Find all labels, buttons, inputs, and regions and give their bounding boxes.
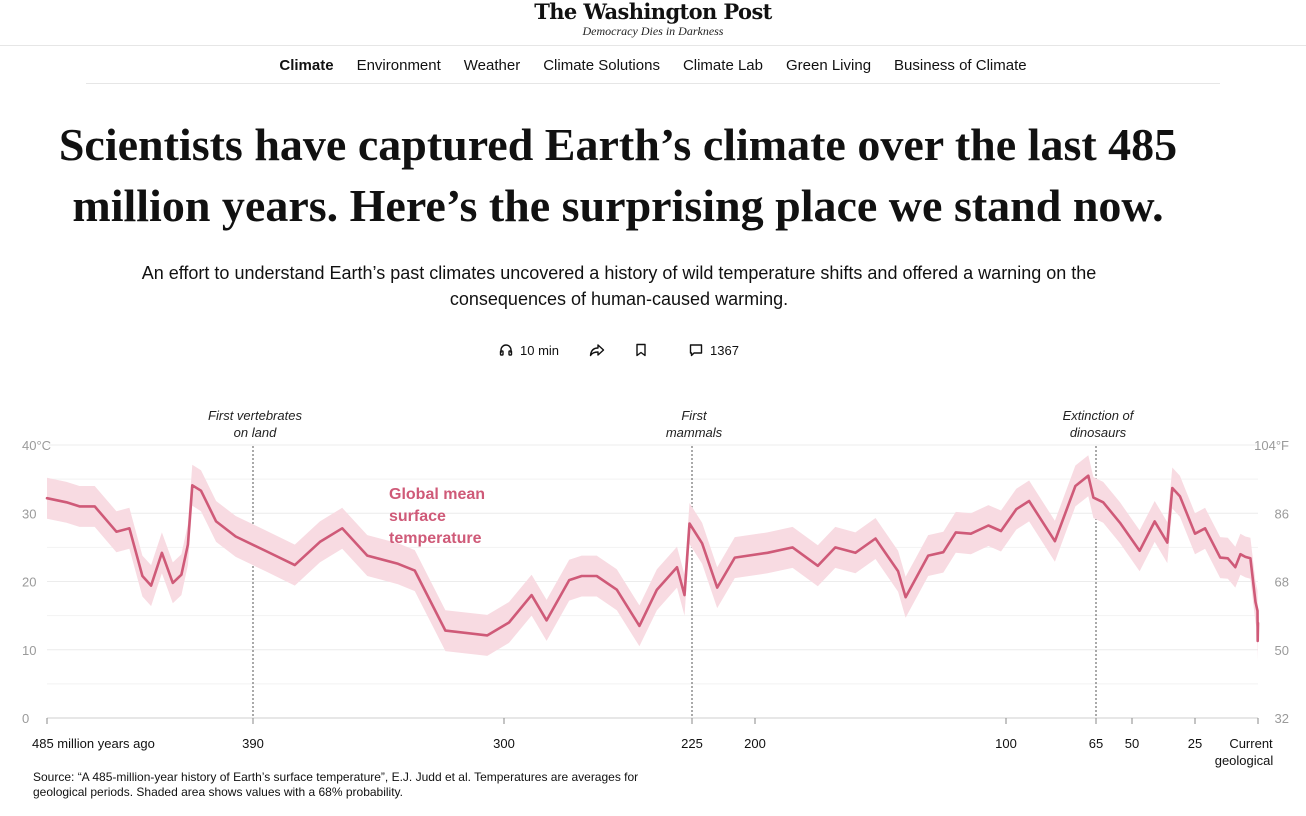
comment-icon xyxy=(689,344,703,357)
masthead: The Washington Post Democracy Dies in Da… xyxy=(0,0,1306,46)
share-button[interactable] xyxy=(589,343,605,357)
annotation-label-line: dinosaurs xyxy=(1070,425,1127,440)
annotation-label: First mammals xyxy=(666,408,723,440)
annotation-label-line: First vertebrates xyxy=(208,408,302,423)
article-dek: An effort to understand Earth’s past cli… xyxy=(141,263,1097,309)
bookmark-button[interactable] xyxy=(635,343,647,357)
y-tick-label-right: 86 xyxy=(1275,506,1289,521)
wapo-logo[interactable]: The Washington Post xyxy=(534,0,772,24)
comment-count: 1367 xyxy=(710,342,739,358)
annotation-label: Extinction of dinosaurs xyxy=(1063,408,1135,440)
x-tick-label: 50 xyxy=(1125,736,1139,751)
x-tick-label: 200 xyxy=(744,736,766,751)
x-tick-label: 25 xyxy=(1188,736,1202,751)
bookmark-icon xyxy=(636,343,646,357)
series-label: Global mean surface temperature xyxy=(389,486,485,547)
x-tick-label-line: geological xyxy=(1215,753,1274,768)
y-tick-label-right: 104°F xyxy=(1254,438,1289,453)
masthead-tagline: Democracy Dies in Darkness xyxy=(582,24,724,38)
series-label-line: temperature xyxy=(389,530,482,547)
uncertainty-band xyxy=(47,455,1258,662)
share-icon xyxy=(589,344,605,357)
y-tick-label-left: 40°C xyxy=(22,438,51,453)
x-tick-label-line: Current xyxy=(1229,736,1273,751)
nav-item-business-of-climate[interactable]: Business of Climate xyxy=(894,56,1027,74)
x-tick-label: Currentgeologicalstage xyxy=(1215,736,1274,770)
annotation-label-line: Extinction of xyxy=(1063,408,1135,423)
article-headline: Scientists have captured Earth’s climate… xyxy=(58,119,1178,231)
section-nav: Climate Environment Weather Climate Solu… xyxy=(0,46,1306,84)
y-tick-label-left: 0 xyxy=(22,711,29,726)
y-tick-label-right: 32 xyxy=(1275,711,1289,726)
x-tick-label: 300 xyxy=(493,736,515,751)
chart-source-note: Source: “A 485-million-year history of E… xyxy=(33,770,639,799)
x-tick-label: 390 xyxy=(242,736,264,751)
y-tick-label-right: 50 xyxy=(1275,643,1289,658)
nav-item-climate[interactable]: Climate xyxy=(279,56,334,74)
series-label-line: surface xyxy=(389,508,446,525)
annotation-label: First vertebrates on land xyxy=(208,408,302,440)
series-label-line: Global mean xyxy=(389,486,485,503)
x-tick-label: 100 xyxy=(995,736,1017,751)
comments-button[interactable]: 1367 xyxy=(689,343,739,358)
article-toolbar: 10 min 1367 xyxy=(0,338,1238,362)
y-tick-label-right: 68 xyxy=(1275,575,1289,590)
y-tick-label-left: 30 xyxy=(22,506,36,521)
nav-item-environment[interactable]: Environment xyxy=(356,56,441,74)
headphones-icon xyxy=(499,344,513,356)
temperature-chart: 0 32 10 50 20 68 30 86 40°C 104°F Global mean surfa… xyxy=(22,408,1289,770)
listen-button[interactable]: 10 min xyxy=(499,343,559,358)
y-tick-label-left: 10 xyxy=(22,643,36,658)
annotation-label-line: on land xyxy=(234,425,277,440)
y-tick-label-left: 20 xyxy=(22,575,36,590)
x-tick-label: 485 million years ago xyxy=(32,736,155,751)
nav-item-weather[interactable]: Weather xyxy=(463,56,521,74)
listen-duration: 10 min xyxy=(520,342,560,358)
nav-item-green-living[interactable]: Green Living xyxy=(785,56,872,74)
x-tick-label: 65 xyxy=(1089,736,1103,751)
nav-item-climate-solutions[interactable]: Climate Solutions xyxy=(543,56,660,74)
annotation-label-line: First xyxy=(681,408,708,423)
annotation-label-line: mammals xyxy=(666,425,723,440)
nav-item-climate-lab[interactable]: Climate Lab xyxy=(682,56,763,74)
x-tick-label: 225 xyxy=(681,736,703,751)
nav-divider xyxy=(86,83,1220,84)
